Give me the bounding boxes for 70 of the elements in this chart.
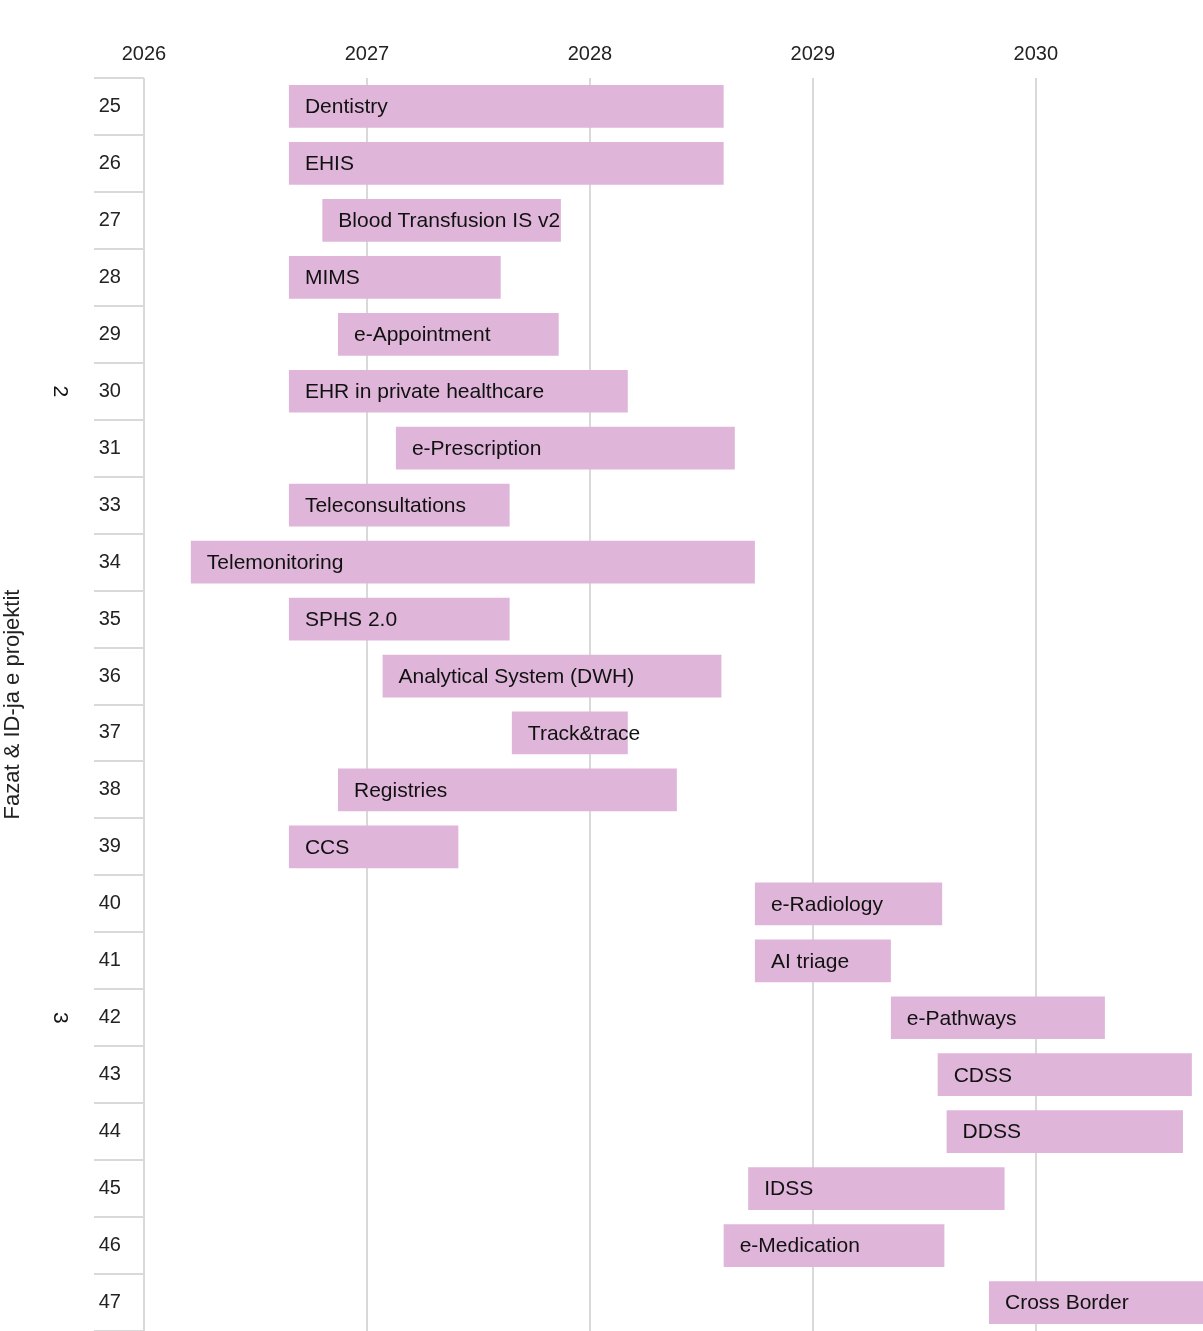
- x-tick-label: 2028: [567, 41, 613, 64]
- x-tick-label: 2027: [344, 41, 390, 64]
- y-tick-label: 47: [98, 1290, 121, 1313]
- annotation: CCS: [304, 834, 350, 858]
- bar: [890, 996, 1105, 1040]
- bar: [937, 1053, 1192, 1097]
- bar: [988, 1281, 1203, 1324]
- bar: [946, 1110, 1183, 1154]
- y-tick-label: 34: [98, 549, 121, 572]
- bar: [288, 369, 628, 413]
- annotation: Telemonitoring: [206, 549, 344, 573]
- bar: [395, 426, 735, 470]
- y-tick-label: 42: [98, 1005, 121, 1028]
- y-tick-label: 41: [98, 948, 121, 971]
- annotation: e-Pathways: [906, 1005, 1017, 1029]
- bar: [288, 142, 724, 185]
- y-tick-label: 37: [98, 720, 121, 743]
- y-tick-label: 46: [98, 1233, 121, 1256]
- y-tick-label: 31: [98, 435, 121, 458]
- y-tick-label: 45: [98, 1176, 121, 1199]
- annotation: Dentistry: [304, 94, 389, 118]
- y-tick-label: 29: [98, 321, 121, 344]
- annotation: Registries: [353, 777, 448, 801]
- annotation: SPHS 2.0: [304, 606, 398, 630]
- y-tick-label: 28: [98, 264, 121, 287]
- y-tick-label: 36: [98, 663, 121, 686]
- annotation: EHIS: [304, 151, 354, 175]
- annotation: Cross Border: [1004, 1290, 1129, 1314]
- bar: [337, 312, 559, 356]
- annotation: AI triage: [770, 948, 850, 972]
- bar: [288, 597, 510, 641]
- x-tick-label: 2026: [121, 41, 167, 64]
- text: 3: [50, 1011, 74, 1024]
- y-tick-label: 43: [98, 1062, 121, 1085]
- annotation: Track&trace: [527, 720, 641, 744]
- annotation: Blood Transfusion IS v2: [338, 208, 561, 232]
- y-tick-label: 38: [98, 777, 121, 800]
- annotation: IDSS: [764, 1176, 814, 1200]
- bar: [337, 768, 677, 812]
- y-tick-label: 35: [98, 606, 121, 629]
- y-tick-label: 44: [98, 1119, 121, 1142]
- x-tick-label: 2030: [1013, 41, 1059, 64]
- bar: [723, 1224, 945, 1267]
- annotation: e-Medication: [739, 1233, 860, 1257]
- annotation: DDSS: [962, 1119, 1021, 1143]
- x-tick-label: 2029: [790, 41, 836, 64]
- annotation: EHR in private healthcare: [304, 379, 545, 403]
- bar: [288, 825, 459, 869]
- bar: [288, 85, 724, 128]
- annotation: e-Prescription: [411, 436, 542, 459]
- annotation: e-Appointment: [353, 322, 491, 346]
- y-tick-label: 40: [98, 891, 121, 914]
- y-tick-label: 26: [98, 150, 121, 173]
- bar: [288, 255, 501, 299]
- bar: [754, 939, 891, 983]
- y-tick-label: 25: [98, 93, 121, 116]
- bar: [754, 882, 943, 926]
- y-axis-title: Fazat & ID-ja e projektit: [0, 589, 25, 820]
- y-tick-label: 27: [98, 207, 121, 230]
- y-tick-label: 39: [98, 834, 121, 857]
- annotation: e-Radiology: [770, 891, 884, 915]
- y-tick-label: 30: [98, 378, 121, 401]
- annotation: Teleconsultations: [304, 492, 467, 516]
- y-tick-label: 33: [98, 492, 121, 515]
- annotation: Analytical System (DWH): [398, 663, 635, 687]
- bar: [748, 1167, 1005, 1210]
- annotation: MIMS: [304, 265, 360, 289]
- annotation: CDSS: [953, 1062, 1013, 1086]
- bar: [190, 540, 755, 584]
- text: 2: [50, 385, 74, 398]
